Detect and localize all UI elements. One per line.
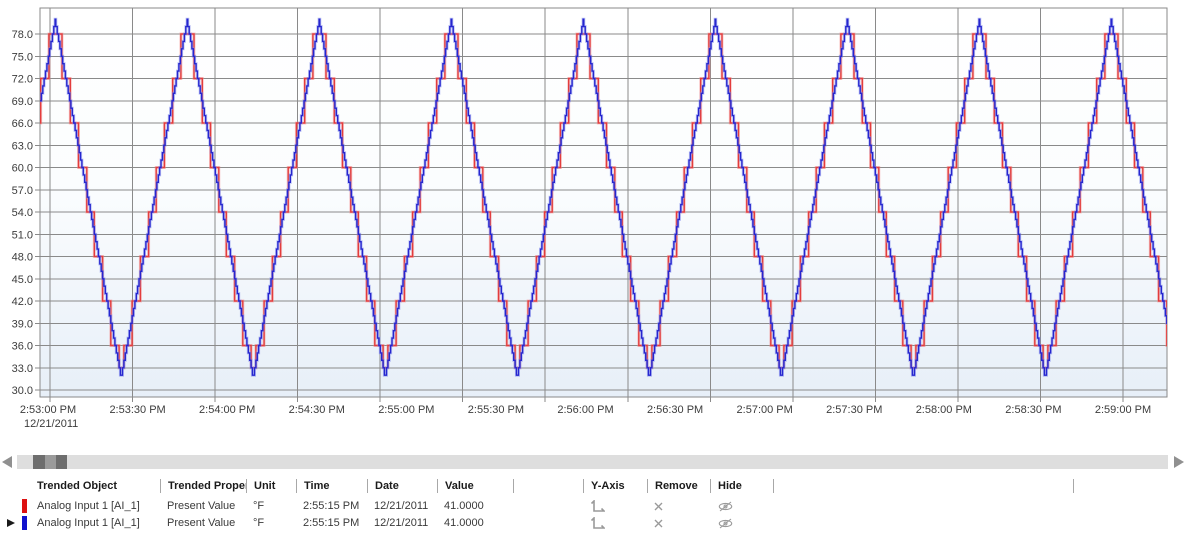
x-tick-label: 2:54:00 PM [199,404,255,416]
legend-body: Analog Input 1 [AI_1] Present Value °F 2… [0,498,1186,532]
header-hide: Hide [710,479,773,493]
header-value: Value [437,479,513,493]
cell-unit: °F [253,500,265,512]
row-indicator-cell [0,515,30,532]
y-tick-label: 48.0 [12,252,33,264]
header-y-axis: Y-Axis [583,479,647,493]
remove-button[interactable] [647,515,710,532]
x-tick-label: 2:53:30 PM [109,404,165,416]
x-tick-label: 2:56:30 PM [647,404,703,416]
header-time: Time [296,479,367,493]
cell-trended-object[interactable]: Analog Input 1 [AI_1] [37,517,140,529]
cell-trended-property: Present Value [167,500,236,512]
y-tick-label: 45.0 [12,274,33,286]
y-tick-label: 39.0 [12,318,33,330]
cell-spacer [513,515,583,532]
hide-button[interactable] [710,515,773,532]
x-tick-label: 2:54:30 PM [289,404,345,416]
cell-spacer [773,498,1073,515]
y-tick-label: 66.0 [12,118,33,130]
y-tick-label: 51.0 [12,229,33,241]
row-indicator-cell [0,498,30,515]
scroll-right-icon[interactable] [1174,456,1184,468]
header-remove: Remove [647,479,710,493]
plot-border [39,7,1168,398]
cell-date: 12/21/2011 [374,517,429,529]
y-tick-label: 30.0 [12,385,33,397]
y-tick-label: 33.0 [12,363,33,375]
hide-eye-slash-icon [718,518,733,529]
cell-time: 2:55:15 PM [303,500,360,512]
selected-row-arrow-icon [7,519,15,527]
y-tick-label: 42.0 [12,296,33,308]
cell-trended-property: Present Value [167,517,236,529]
y-tick-label: 78.0 [12,29,33,41]
scrollbar-track[interactable] [17,455,1168,469]
y-tick-label: 54.0 [12,207,33,219]
trend-chart[interactable]: 78.0 75.0 72.0 69.0 66.0 63.0 60.0 57.0 54.0 51.0… [0,0,1186,446]
x-tick-label: 2:57:30 PM [826,404,882,416]
y-axis-icon [590,500,605,512]
remove-x-icon [654,519,663,528]
cell-spacer [1073,498,1186,515]
y-tick-label: 57.0 [12,185,33,197]
x-tick-label: 2:55:30 PM [468,404,524,416]
remove-button[interactable] [647,498,710,515]
cell-spacer [513,498,583,515]
series-color-swatch [22,516,27,530]
series-line-1[interactable] [40,18,1167,376]
x-tick-label: 2:58:00 PM [916,404,972,416]
y-tick-label: 36.0 [12,341,33,353]
header-unit: Unit [246,479,296,493]
scrollbar-thumb[interactable] [33,455,67,469]
y-tick-label: 72.0 [12,74,33,86]
cell-date: 12/21/2011 [374,500,429,512]
x-tick-label: 2:53:00 PM [20,404,76,416]
y-tick-label: 75.0 [12,51,33,63]
legend-header-row: Trended Object Trended Property Unit Tim… [0,478,1186,494]
y-tick-label: 60.0 [12,163,33,175]
x-tick-label: 2:56:00 PM [557,404,613,416]
cell-time: 2:55:15 PM [303,517,360,529]
header-trended-property: Trended Property [160,479,246,493]
x-tick-label: 2:57:00 PM [737,404,793,416]
cell-spacer [1073,515,1186,532]
table-row[interactable]: Analog Input 1 [AI_1] Present Value °F 2… [0,515,1186,532]
table-row[interactable]: Analog Input 1 [AI_1] Present Value °F 2… [0,498,1186,515]
y-axis-icon [590,517,605,529]
x-tick-label: 2:55:00 PM [378,404,434,416]
x-axis-date-label: 12/21/2011 [24,418,78,430]
header-spacer-1 [513,479,583,493]
cell-trended-object[interactable]: Analog Input 1 [AI_1] [37,500,140,512]
header-date: Date [367,479,437,493]
horizontal-scrollbar[interactable] [0,455,1186,469]
cell-value: 41.0000 [444,500,484,512]
header-indicator-spacer [0,479,30,493]
x-tick-label: 2:58:30 PM [1005,404,1061,416]
remove-x-icon [654,502,663,511]
series-color-swatch [22,499,27,513]
y-axis-button[interactable] [583,498,647,515]
trend-legend-table: Trended Object Trended Property Unit Tim… [0,478,1186,532]
hide-button[interactable] [710,498,773,515]
y-tick-label: 69.0 [12,96,33,108]
plot-background [40,8,1167,397]
scroll-left-icon[interactable] [2,456,12,468]
x-tick-label: 2:59:00 PM [1095,404,1151,416]
cell-spacer [773,515,1073,532]
header-spacer-3 [1073,479,1186,493]
cell-unit: °F [253,517,265,529]
y-axis-button[interactable] [583,515,647,532]
y-tick-label: 63.0 [12,140,33,152]
cell-value: 41.0000 [444,517,484,529]
header-spacer-2 [773,479,1073,493]
header-trended-object: Trended Object [37,480,118,492]
hide-eye-slash-icon [718,501,733,512]
